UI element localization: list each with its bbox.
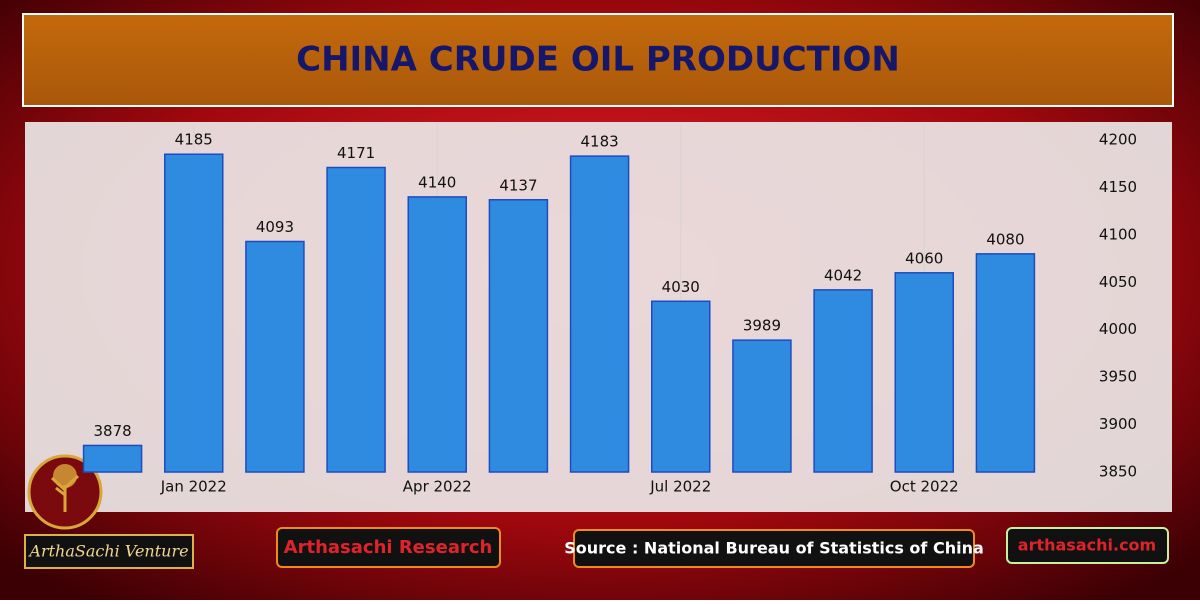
y-tick-label: 3900 bbox=[1099, 415, 1137, 433]
x-tick-label: Oct 2022 bbox=[890, 478, 959, 496]
bar bbox=[975, 253, 1036, 473]
value-label: 3878 bbox=[93, 422, 131, 440]
source: Source : National Bureau of Statistics o… bbox=[564, 539, 984, 558]
logo-canopy bbox=[53, 464, 77, 488]
value-label: 4171 bbox=[337, 144, 375, 162]
bar bbox=[732, 339, 792, 473]
logo-text: ArthaSachi Venture bbox=[27, 542, 188, 561]
bar bbox=[894, 272, 954, 473]
bar bbox=[569, 155, 630, 473]
y-tick-label: 4050 bbox=[1099, 273, 1137, 291]
value-label: 4093 bbox=[256, 218, 294, 236]
chart-title: CHINA CRUDE OIL PRODUCTION bbox=[296, 40, 900, 80]
y-tick-label: 4200 bbox=[1099, 131, 1137, 149]
value-label: 4137 bbox=[499, 176, 537, 194]
y-tick-label: 3950 bbox=[1099, 368, 1137, 386]
x-tick-label: Apr 2022 bbox=[403, 478, 472, 496]
website: arthasachi.com bbox=[1018, 536, 1156, 555]
value-label: 3989 bbox=[743, 317, 781, 335]
research-box bbox=[276, 527, 501, 568]
x-tick-label: Jul 2022 bbox=[649, 478, 711, 496]
bar bbox=[488, 199, 549, 473]
research-label: Arthasachi Research bbox=[284, 537, 493, 558]
value-label: 4080 bbox=[986, 230, 1024, 248]
website-box bbox=[1006, 527, 1169, 564]
bar bbox=[164, 153, 224, 473]
value-label: 4140 bbox=[418, 173, 456, 191]
y-tick-label: 4000 bbox=[1099, 320, 1137, 338]
value-label: 4042 bbox=[824, 266, 862, 284]
bar bbox=[82, 444, 143, 473]
title-box bbox=[22, 13, 1174, 107]
value-label: 4060 bbox=[905, 249, 943, 267]
bar bbox=[245, 240, 305, 473]
x-tick-label: Jan 2022 bbox=[160, 478, 227, 496]
y-tick-label: 3850 bbox=[1099, 463, 1137, 481]
bar bbox=[651, 300, 711, 473]
value-label: 4030 bbox=[662, 278, 700, 296]
bar bbox=[326, 166, 386, 473]
value-label: 4183 bbox=[580, 133, 618, 151]
bar bbox=[407, 196, 467, 473]
source-box bbox=[573, 529, 975, 568]
value-label: 4185 bbox=[175, 131, 213, 149]
bar bbox=[813, 289, 873, 473]
logo-box bbox=[24, 534, 194, 569]
y-tick-label: 4150 bbox=[1099, 178, 1137, 196]
y-tick-label: 4100 bbox=[1099, 225, 1137, 243]
